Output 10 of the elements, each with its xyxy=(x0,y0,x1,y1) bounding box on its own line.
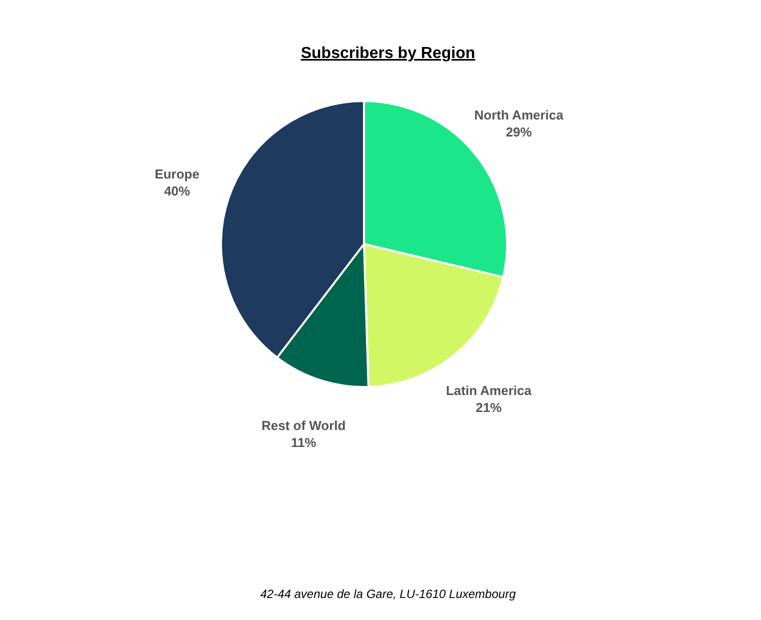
slice-label: Latin America xyxy=(446,382,532,398)
chart-title: Subscribers by Region xyxy=(300,45,476,62)
text: 42-44 avenue de la Gare, LU-1610 Luxembourg xyxy=(260,587,516,601)
data-label: 21% xyxy=(476,400,502,415)
slice-label: Rest of World xyxy=(261,418,346,433)
slice-label: Europe xyxy=(154,166,200,182)
data-label: 40% xyxy=(164,184,191,199)
slice-label: North America xyxy=(474,108,564,123)
data-label: 29% xyxy=(506,124,532,140)
data-label: 11% xyxy=(290,434,317,450)
